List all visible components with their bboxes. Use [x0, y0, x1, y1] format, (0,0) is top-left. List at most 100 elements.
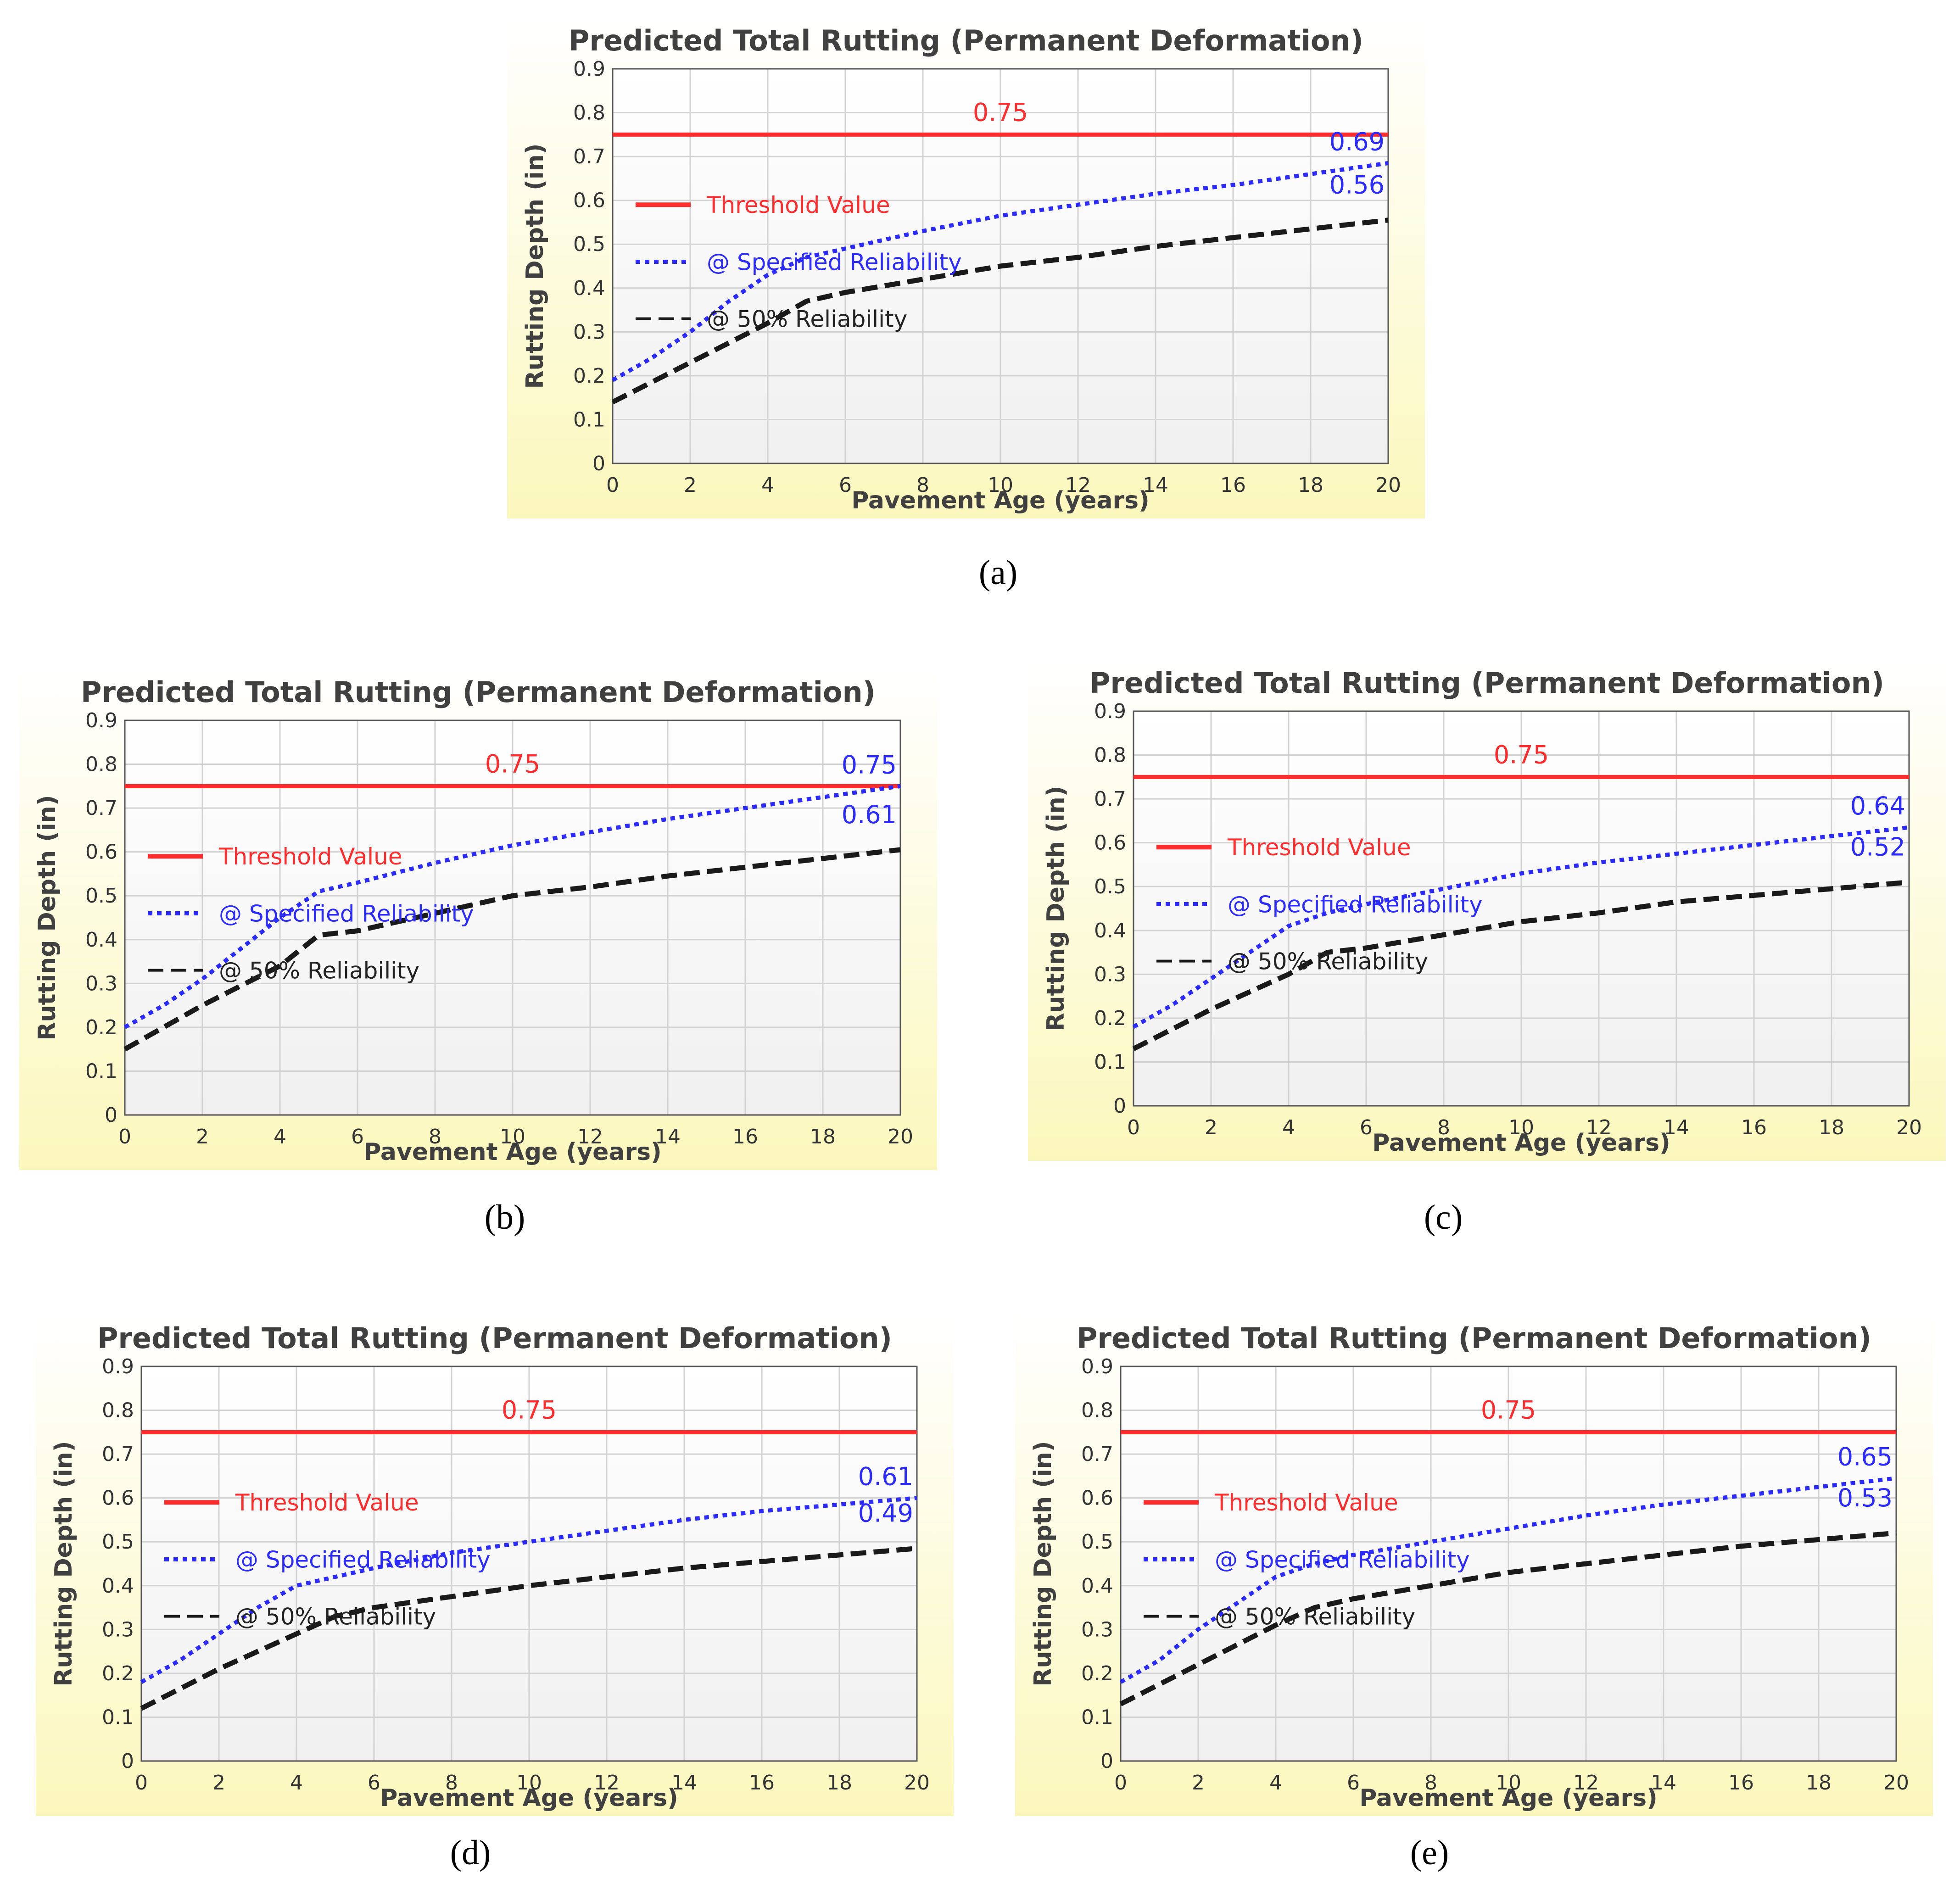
y-tick-label: 0.7 [85, 797, 117, 820]
threshold-label: 0.75 [485, 749, 540, 778]
x-tick-label: 10 [1496, 1771, 1521, 1795]
y-tick-label: 0.6 [102, 1487, 134, 1510]
y-tick-label: 0.1 [102, 1706, 134, 1729]
end-label-specified: 0.64 [1850, 791, 1905, 820]
y-tick-label: 0.7 [1081, 1443, 1113, 1466]
x-tick-label: 18 [810, 1125, 836, 1148]
x-tick-label: 4 [274, 1125, 286, 1148]
legend-label: @ Specified Reliability [1228, 891, 1483, 918]
x-tick-label: 2 [212, 1771, 225, 1795]
x-tick-label: 20 [904, 1771, 930, 1795]
y-tick-label: 0 [592, 452, 605, 475]
x-tick-label: 4 [290, 1771, 303, 1795]
end-label-50: 0.61 [842, 800, 897, 829]
y-tick-label: 0.9 [85, 709, 117, 732]
x-tick-label: 6 [351, 1125, 364, 1148]
x-tick-label: 2 [1192, 1771, 1205, 1795]
x-tick-label: 14 [1664, 1116, 1689, 1139]
y-axis-label: Rutting Depth (in) [50, 1441, 78, 1687]
y-tick-label: 0.6 [85, 841, 117, 864]
x-tick-label: 14 [1143, 474, 1168, 497]
y-tick-label: 0.7 [102, 1443, 134, 1466]
legend-label: Threshold Value [706, 192, 890, 218]
series-50-reliability [1119, 1530, 1897, 1706]
y-tick-label: 0 [105, 1104, 117, 1127]
caption-a: (a) [978, 553, 1018, 592]
x-tick-label: 6 [368, 1771, 380, 1795]
x-tick-label: 20 [1883, 1771, 1909, 1795]
y-tick-label: 0.5 [85, 884, 117, 908]
y-tick-label: 0.2 [573, 364, 605, 388]
y-tick-label: 0.9 [1081, 1355, 1113, 1378]
end-label-specified: 0.61 [858, 1462, 913, 1491]
y-tick-label: 0.3 [573, 320, 605, 344]
chart-title: Predicted Total Rutting (Permanent Defor… [1089, 666, 1884, 700]
y-tick-label: 0.5 [1094, 875, 1126, 898]
y-tick-label: 0.1 [85, 1059, 117, 1083]
y-tick-label: 0.4 [102, 1574, 134, 1598]
end-label-50: 0.49 [858, 1499, 913, 1528]
plot-frame [612, 68, 1389, 464]
chart-svg-e: Predicted Total Rutting (Permanent Defor… [1015, 1316, 1933, 1816]
x-tick-label: 18 [1819, 1116, 1844, 1139]
x-tick-label: 12 [577, 1125, 603, 1148]
x-axis-label: Pavement Age (years) [1359, 1784, 1658, 1812]
x-tick-label: 12 [594, 1771, 620, 1795]
x-tick-label: 14 [671, 1771, 697, 1795]
threshold-label: 0.75 [1494, 740, 1549, 769]
y-axis-label: Rutting Depth (in) [34, 795, 61, 1041]
x-tick-label: 0 [1127, 1116, 1140, 1139]
y-tick-label: 0.7 [1094, 787, 1126, 811]
legend-label: @ Specified Reliability [235, 1546, 491, 1573]
legend-label: Threshold Value [218, 843, 402, 870]
y-tick-label: 0.8 [85, 753, 117, 776]
y-tick-label: 0.5 [573, 233, 605, 256]
x-axis-label: Pavement Age (years) [363, 1138, 662, 1166]
plot-frame [1120, 1366, 1897, 1762]
end-label-specified: 0.69 [1329, 127, 1385, 156]
y-tick-label: 0.2 [1081, 1662, 1113, 1685]
y-tick-label: 0.4 [85, 928, 117, 952]
y-tick-label: 0.5 [1081, 1530, 1113, 1554]
x-tick-label: 18 [826, 1771, 852, 1795]
y-tick-label: 0.9 [102, 1355, 134, 1378]
y-tick-label: 0.3 [1081, 1618, 1113, 1641]
y-tick-label: 0.1 [573, 408, 605, 431]
x-tick-label: 18 [1806, 1771, 1832, 1795]
x-tick-label: 16 [1220, 474, 1246, 497]
x-tick-label: 0 [135, 1771, 148, 1795]
y-tick-label: 0.2 [85, 1016, 117, 1039]
x-tick-label: 12 [1065, 474, 1091, 497]
y-axis-label: Rutting Depth (in) [521, 144, 549, 389]
y-tick-label: 0.8 [573, 101, 605, 125]
chart-svg-a: Predicted Total Rutting (Permanent Defor… [507, 18, 1425, 518]
y-tick-label: 0.2 [102, 1662, 134, 1685]
chart-panel-e: Predicted Total Rutting (Permanent Defor… [1015, 1316, 1933, 1816]
legend-label: @ Specified Reliability [219, 900, 474, 927]
caption-b: (b) [484, 1198, 525, 1237]
y-tick-label: 0 [1113, 1094, 1126, 1118]
end-label-50: 0.56 [1329, 171, 1385, 200]
y-tick-label: 0.5 [102, 1530, 134, 1554]
threshold-label: 0.75 [502, 1395, 557, 1424]
y-tick-label: 0.9 [573, 57, 605, 81]
x-tick-label: 2 [684, 474, 697, 497]
legend-label: @ 50% Reliability [235, 1604, 436, 1630]
x-tick-label: 10 [988, 474, 1013, 497]
x-tick-label: 16 [1728, 1771, 1754, 1795]
chart-title: Predicted Total Rutting (Permanent Defor… [1077, 1321, 1871, 1355]
chart-panel-d: Predicted Total Rutting (Permanent Defor… [36, 1316, 954, 1816]
x-axis-label: Pavement Age (years) [851, 487, 1150, 514]
caption-d: (d) [450, 1834, 491, 1872]
legend-label: @ Specified Reliability [707, 249, 962, 275]
chart-svg-b: Predicted Total Rutting (Permanent Defor… [19, 670, 937, 1170]
x-tick-label: 4 [761, 474, 774, 497]
x-tick-label: 20 [1375, 474, 1401, 497]
legend-label: @ 50% Reliability [1228, 948, 1428, 975]
y-tick-label: 0.9 [1094, 700, 1126, 723]
chart-title: Predicted Total Rutting (Permanent Defor… [97, 1321, 892, 1355]
legend-label: @ Specified Reliability [1215, 1546, 1470, 1573]
x-tick-label: 2 [196, 1125, 209, 1148]
series-50-reliability [140, 1546, 917, 1711]
series-specified-reliability [1132, 825, 1910, 1029]
